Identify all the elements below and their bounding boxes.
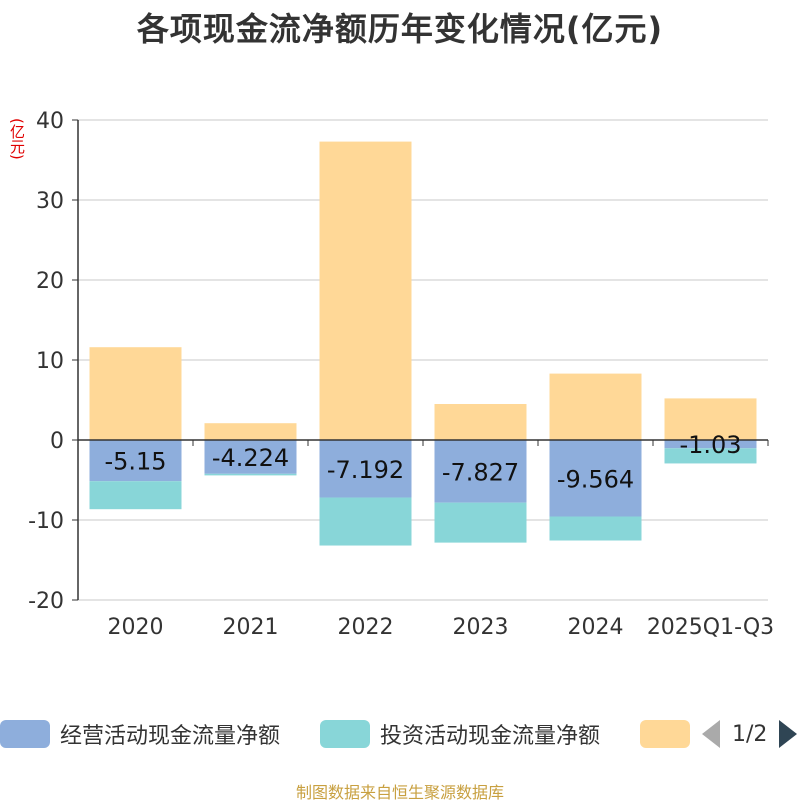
- bar-financing-3: [434, 404, 527, 440]
- legend-label-operating: 经营活动现金流量净额: [60, 724, 281, 749]
- legend-prev-page-icon[interactable]: [702, 720, 720, 748]
- bar-financing-5: [664, 398, 757, 440]
- data-label-operating: -1.03: [679, 431, 741, 459]
- y-tick-label: 40: [36, 109, 64, 134]
- y-tick-label: 10: [36, 349, 64, 374]
- data-label-operating: -9.564: [557, 465, 634, 493]
- bar-investing-4: [549, 516, 642, 541]
- bar-operating-0: [89, 440, 182, 482]
- bar-financing-1: [204, 423, 297, 440]
- x-category-label: 2024: [568, 615, 624, 640]
- bar-financing-4: [549, 373, 642, 440]
- data-source-footer: 制图数据来自恒生聚源数据库: [295, 783, 504, 802]
- legend-item-financing[interactable]: [640, 714, 690, 754]
- x-category-label: 2023: [453, 615, 509, 640]
- chart-title: 各项现金流净额历年变化情况(亿元): [136, 10, 664, 48]
- bar-operating-5: [664, 440, 757, 449]
- y-axis-unit-label: (亿元): [8, 118, 26, 160]
- bar-operating-2: [319, 440, 412, 498]
- data-label-operating: -7.827: [442, 458, 519, 486]
- legend-item-operating[interactable]: 经营活动现金流量净额: [0, 714, 280, 754]
- y-tick-label: 30: [36, 189, 64, 214]
- legend-item-investing[interactable]: 投资活动现金流量净额: [320, 714, 600, 754]
- legend-swatch-financing: [640, 720, 690, 748]
- legend-swatch-operating: [0, 720, 50, 748]
- legend-swatch-investing: [320, 720, 370, 748]
- bar-chart: 40 30 20 10 0 -10 -20 -5.15 -4.224 -7.192 -7.827 -9…: [28, 109, 774, 640]
- bar-operating-4: [549, 440, 642, 517]
- y-tick-label: 0: [50, 429, 64, 454]
- y-tick-label: 20: [36, 269, 64, 294]
- bar-operating-3: [434, 440, 527, 503]
- x-category-label: 2021: [223, 615, 279, 640]
- data-label-operating: -4.224: [212, 444, 289, 472]
- y-tick-label: -10: [28, 509, 64, 534]
- data-label-operating: -5.15: [104, 448, 166, 476]
- bar-investing-2: [319, 497, 412, 546]
- y-tick-label: -20: [28, 589, 64, 614]
- bar-financing-2: [319, 141, 412, 440]
- bar-investing-1: [204, 473, 297, 476]
- x-category-label: 2022: [338, 615, 394, 640]
- chart-legend: 经营活动现金流量净额 投资活动现金流量净额 1/2: [0, 714, 800, 754]
- data-label-operating: -7.192: [327, 456, 404, 484]
- x-category-label: 2025Q1-Q3: [647, 615, 774, 640]
- bar-operating-1: [204, 440, 297, 474]
- legend-pager: 1/2: [702, 714, 798, 754]
- bar-investing-0: [89, 481, 182, 510]
- legend-page-indicator: 1/2: [732, 721, 768, 747]
- legend-label-investing: 投资活动现金流量净额: [380, 724, 601, 749]
- bar-financing-0: [89, 347, 182, 440]
- legend-next-page-icon[interactable]: [779, 720, 798, 748]
- bar-investing-5: [664, 448, 757, 464]
- x-category-label: 2020: [108, 615, 164, 640]
- bar-investing-3: [434, 502, 527, 543]
